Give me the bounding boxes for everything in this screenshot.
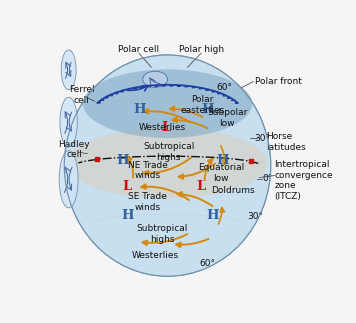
Text: Intertropical
convergence
zone
(ITCZ): Intertropical convergence zone (ITCZ) xyxy=(274,160,333,201)
Text: NE Trade
winds: NE Trade winds xyxy=(128,161,168,181)
Polygon shape xyxy=(120,90,124,92)
Text: H: H xyxy=(121,209,134,222)
Text: 30°: 30° xyxy=(255,134,271,143)
Text: Polar cell: Polar cell xyxy=(118,46,159,55)
Polygon shape xyxy=(185,86,188,87)
Text: 60°: 60° xyxy=(216,83,232,92)
Ellipse shape xyxy=(61,50,76,90)
Text: Westerlies: Westerlies xyxy=(131,251,179,260)
Ellipse shape xyxy=(143,71,168,87)
Text: 60°: 60° xyxy=(200,259,216,268)
Text: Polar
easterlies: Polar easterlies xyxy=(180,95,225,115)
Text: H: H xyxy=(216,154,229,167)
Polygon shape xyxy=(205,89,209,90)
Ellipse shape xyxy=(64,55,271,276)
Text: 30°: 30° xyxy=(247,212,263,221)
Ellipse shape xyxy=(83,69,252,138)
Text: Equatorial
low: Equatorial low xyxy=(198,163,244,183)
Text: Subtropical
highs: Subtropical highs xyxy=(137,224,188,244)
Text: Westerlies: Westerlies xyxy=(139,122,186,131)
Polygon shape xyxy=(199,88,202,89)
Polygon shape xyxy=(140,86,143,88)
Text: H: H xyxy=(206,209,219,222)
Text: Horse
latitudes: Horse latitudes xyxy=(266,132,305,152)
Text: Subpolar
low: Subpolar low xyxy=(207,109,247,128)
Text: Hadley
cell: Hadley cell xyxy=(58,140,90,159)
Polygon shape xyxy=(177,85,181,86)
Text: Polar front: Polar front xyxy=(255,77,302,86)
Text: H: H xyxy=(201,103,214,116)
Ellipse shape xyxy=(67,128,268,199)
Polygon shape xyxy=(155,85,158,86)
Polygon shape xyxy=(170,85,173,86)
Polygon shape xyxy=(97,101,100,103)
Polygon shape xyxy=(100,98,104,100)
Polygon shape xyxy=(147,86,151,87)
Polygon shape xyxy=(115,92,118,94)
Polygon shape xyxy=(109,94,112,96)
Polygon shape xyxy=(218,93,221,94)
Text: Polar high: Polar high xyxy=(179,46,224,55)
Polygon shape xyxy=(133,87,137,89)
Ellipse shape xyxy=(59,151,78,208)
Text: Subtropical
highs: Subtropical highs xyxy=(143,142,194,162)
Text: SE Trade
winds: SE Trade winds xyxy=(128,192,167,212)
Polygon shape xyxy=(126,89,130,90)
Text: L: L xyxy=(122,180,131,193)
Polygon shape xyxy=(105,96,108,98)
Polygon shape xyxy=(162,85,166,86)
Text: Ferrel
cell: Ferrel cell xyxy=(69,85,95,105)
Text: H: H xyxy=(134,103,146,116)
Text: Doldrums: Doldrums xyxy=(211,186,255,195)
Text: H: H xyxy=(116,154,129,167)
Text: L: L xyxy=(162,120,171,133)
Ellipse shape xyxy=(60,97,77,147)
Polygon shape xyxy=(192,87,195,88)
Text: L: L xyxy=(197,180,206,193)
Polygon shape xyxy=(212,91,215,92)
Text: 0°: 0° xyxy=(262,174,272,183)
